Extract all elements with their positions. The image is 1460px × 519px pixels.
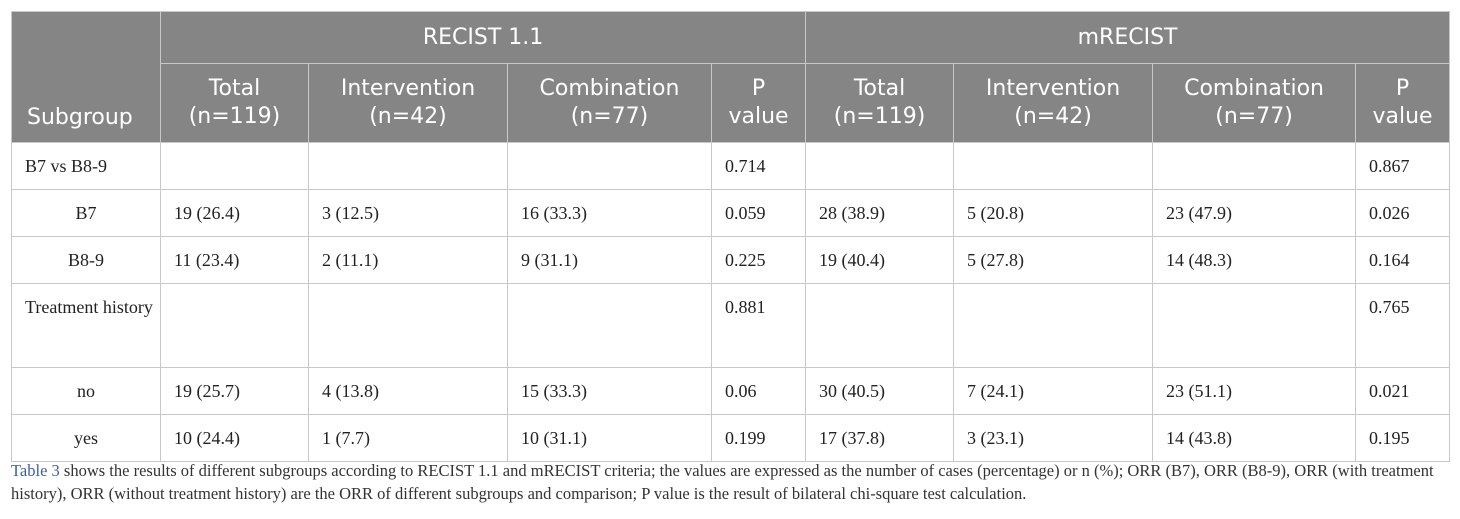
cell: 19 (40.4)	[805, 236, 955, 284]
table-row: B7 19 (26.4) 3 (12.5) 16 (33.3) 0.059 28 (38.…	[11, 189, 1451, 237]
header-cell: Subgroup	[11, 11, 161, 143]
cell: 0.225	[710, 236, 807, 284]
cell: 10 (31.1)	[507, 414, 712, 462]
results-table: Subgroup RECIST 1.1 mRECIST Total (n=119…	[11, 11, 1451, 462]
cell: 0.021	[1355, 367, 1451, 415]
row-label: B7 vs B8-9	[11, 142, 161, 190]
cell: 23 (51.1)	[1152, 367, 1357, 415]
table-link[interactable]: Table 3	[11, 461, 60, 480]
table-row: no 19 (25.7) 4 (13.8) 15 (33.3) 0.06 30 (40.5…	[11, 367, 1451, 415]
cell: 15 (33.3)	[507, 367, 712, 415]
cell: 0.06	[710, 367, 807, 415]
cell: 3 (23.1)	[953, 414, 1154, 462]
row-label: B7	[11, 189, 161, 237]
cell: 0.765	[1355, 283, 1451, 368]
cell	[160, 142, 309, 190]
cell: 30 (40.5)	[805, 367, 955, 415]
cell: 0.881	[710, 283, 807, 368]
cell: 0.199	[710, 414, 807, 462]
cell: 0.714	[710, 142, 807, 190]
cell: 14 (43.8)	[1152, 414, 1357, 462]
table-row: Treatment history 0.881 0.765	[11, 283, 1451, 368]
cell	[805, 142, 955, 190]
cell: 0.164	[1355, 236, 1451, 284]
header-cell: P value	[1355, 63, 1451, 143]
table-row: B7 vs B8-9 0.714 0.867	[11, 142, 1451, 190]
row-label: B8-9	[11, 236, 161, 284]
cell	[507, 142, 712, 190]
cell: 23 (47.9)	[1152, 189, 1357, 237]
cell: 17 (37.8)	[805, 414, 955, 462]
header-cell: Total (n=119)	[805, 63, 955, 143]
header-cell: Total (n=119)	[160, 63, 309, 143]
cell: 5 (27.8)	[953, 236, 1154, 284]
cell	[953, 283, 1154, 368]
caption-text: shows the results of different subgroups…	[11, 461, 1434, 503]
table-row: B8-9 11 (23.4) 2 (11.1) 9 (31.1) 0.225 19 (40…	[11, 236, 1451, 284]
header-cell: Intervention (n=42)	[308, 63, 508, 143]
cell	[507, 283, 712, 368]
cell	[308, 283, 508, 368]
cell: 14 (48.3)	[1152, 236, 1357, 284]
cell: 2 (11.1)	[308, 236, 508, 284]
cell	[308, 142, 508, 190]
cell	[1152, 142, 1357, 190]
group-header: RECIST 1.1	[159, 11, 807, 64]
row-label: Treatment history	[11, 283, 161, 368]
cell: 16 (33.3)	[507, 189, 712, 237]
caption: Table 3 shows the results of different s…	[11, 459, 1451, 505]
cell: 0.026	[1355, 189, 1451, 237]
row-label: yes	[11, 414, 161, 462]
cell: 19 (26.4)	[160, 189, 309, 237]
cell: 0.059	[710, 189, 807, 237]
cell: 9 (31.1)	[507, 236, 712, 284]
cell	[953, 142, 1154, 190]
group-header: mRECIST	[805, 11, 1451, 64]
cell	[805, 283, 955, 368]
cell	[160, 283, 309, 368]
cell: 28 (38.9)	[805, 189, 955, 237]
header-cell: Combination (n=77)	[507, 63, 712, 143]
cell: 10 (24.4)	[160, 414, 309, 462]
row-label: no	[11, 367, 161, 415]
header-cell: P value	[710, 63, 807, 143]
cell: 1 (7.7)	[308, 414, 508, 462]
cell: 3 (12.5)	[308, 189, 508, 237]
cell	[1152, 283, 1357, 368]
cell: 19 (25.7)	[160, 367, 309, 415]
table-row: yes 10 (24.4) 1 (7.7) 10 (31.1) 0.199 17 (37.…	[11, 414, 1451, 462]
cell: 0.867	[1355, 142, 1451, 190]
cell: 5 (20.8)	[953, 189, 1154, 237]
header-cell: Combination (n=77)	[1152, 63, 1357, 143]
cell: 0.195	[1355, 414, 1451, 462]
header-cell: Intervention (n=42)	[953, 63, 1154, 143]
cell: 7 (24.1)	[953, 367, 1154, 415]
cell: 4 (13.8)	[308, 367, 508, 415]
cell: 11 (23.4)	[160, 236, 309, 284]
